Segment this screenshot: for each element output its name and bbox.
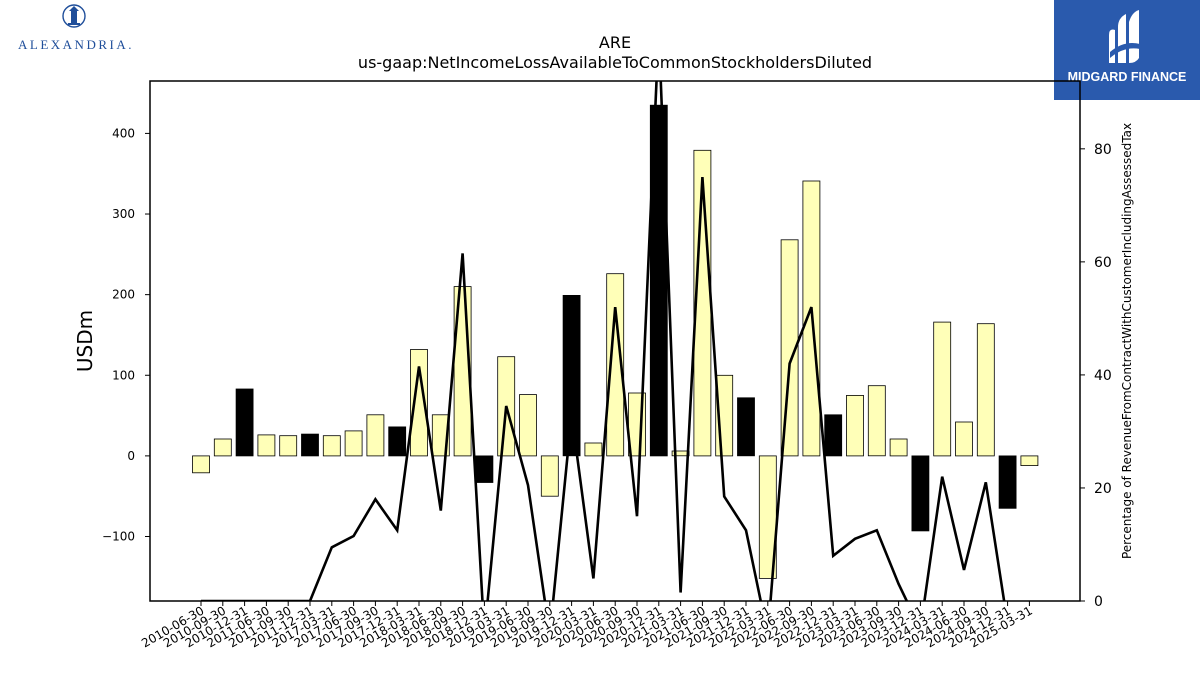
y2-tick-label: 0: [1094, 594, 1103, 610]
bar-2018-03-31: [410, 349, 428, 457]
midgard-logo-mark: MIDGARD FINANCE: [1068, 10, 1187, 84]
bar-2010-06-30: [192, 455, 210, 474]
bar-2025-03-31: [1020, 455, 1039, 466]
bar-2019-09-30: [540, 455, 559, 497]
bar-2017-03-31: [322, 435, 341, 457]
bar-2022-12-31: [824, 414, 843, 457]
bar-2023-12-31: [911, 455, 930, 532]
y2-axis-label: Percentage of RevenueFromContractWithCus…: [1120, 123, 1134, 559]
bar-2017-06-30: [344, 430, 363, 457]
y-tick-label: 0: [127, 449, 135, 463]
bar-2023-06-30: [867, 385, 886, 457]
bar-2023-09-30: [889, 438, 908, 457]
y-tick-label: 200: [112, 288, 135, 302]
percentage-line: [201, 81, 1006, 601]
y-tick-label: −100: [102, 530, 135, 544]
y-axis-label: USDm: [73, 310, 97, 372]
y-tick-label: 400: [112, 126, 135, 140]
y-tick-label: 100: [112, 368, 135, 382]
bar-2020-03-31: [584, 442, 603, 457]
alexandria-logo: ALEXANDRIA.: [4, 4, 149, 56]
bar-2011-12-31: [301, 433, 319, 457]
chart-subtitle: us-gaap:NetIncomeLossAvailableToCommonSt…: [358, 53, 872, 72]
bar-2017-09-30: [366, 414, 385, 457]
bar-2024-03-31: [933, 321, 952, 457]
alexandria-logo-mark: ALEXANDRIA.: [18, 4, 134, 52]
bar-2024-09-30: [976, 323, 995, 457]
bar-2024-12-31: [998, 455, 1017, 509]
bar-2010-09-30: [213, 438, 232, 457]
midgard-logo-text: MIDGARD FINANCE: [1068, 70, 1187, 84]
plot-area: [192, 81, 1039, 601]
bar-2019-12-31: [562, 294, 581, 457]
bar-2023-03-31: [846, 394, 864, 457]
bar-2011-09-30: [279, 435, 298, 457]
y2-tick-label: 80: [1094, 142, 1112, 158]
bar-2020-06-30: [606, 273, 625, 457]
bar-2021-12-31: [737, 397, 755, 457]
bar-2024-06-30: [955, 421, 973, 457]
midgard-logo: MIDGARD FINANCE: [1054, 0, 1200, 100]
y2-tick-label: 20: [1094, 481, 1112, 497]
y2-tick-label: 60: [1094, 255, 1112, 271]
bar-2011-06-30: [257, 434, 276, 457]
chart-title: ARE: [599, 33, 631, 52]
bar-2017-12-31: [388, 426, 407, 457]
y2-tick-label: 40: [1094, 368, 1112, 384]
bar-2018-12-31: [475, 455, 494, 483]
bar-2010-12-31: [235, 388, 254, 457]
y-tick-label: 300: [112, 207, 135, 221]
bar-2019-06-30: [519, 394, 537, 457]
alexandria-logo-text: ALEXANDRIA.: [18, 37, 134, 52]
